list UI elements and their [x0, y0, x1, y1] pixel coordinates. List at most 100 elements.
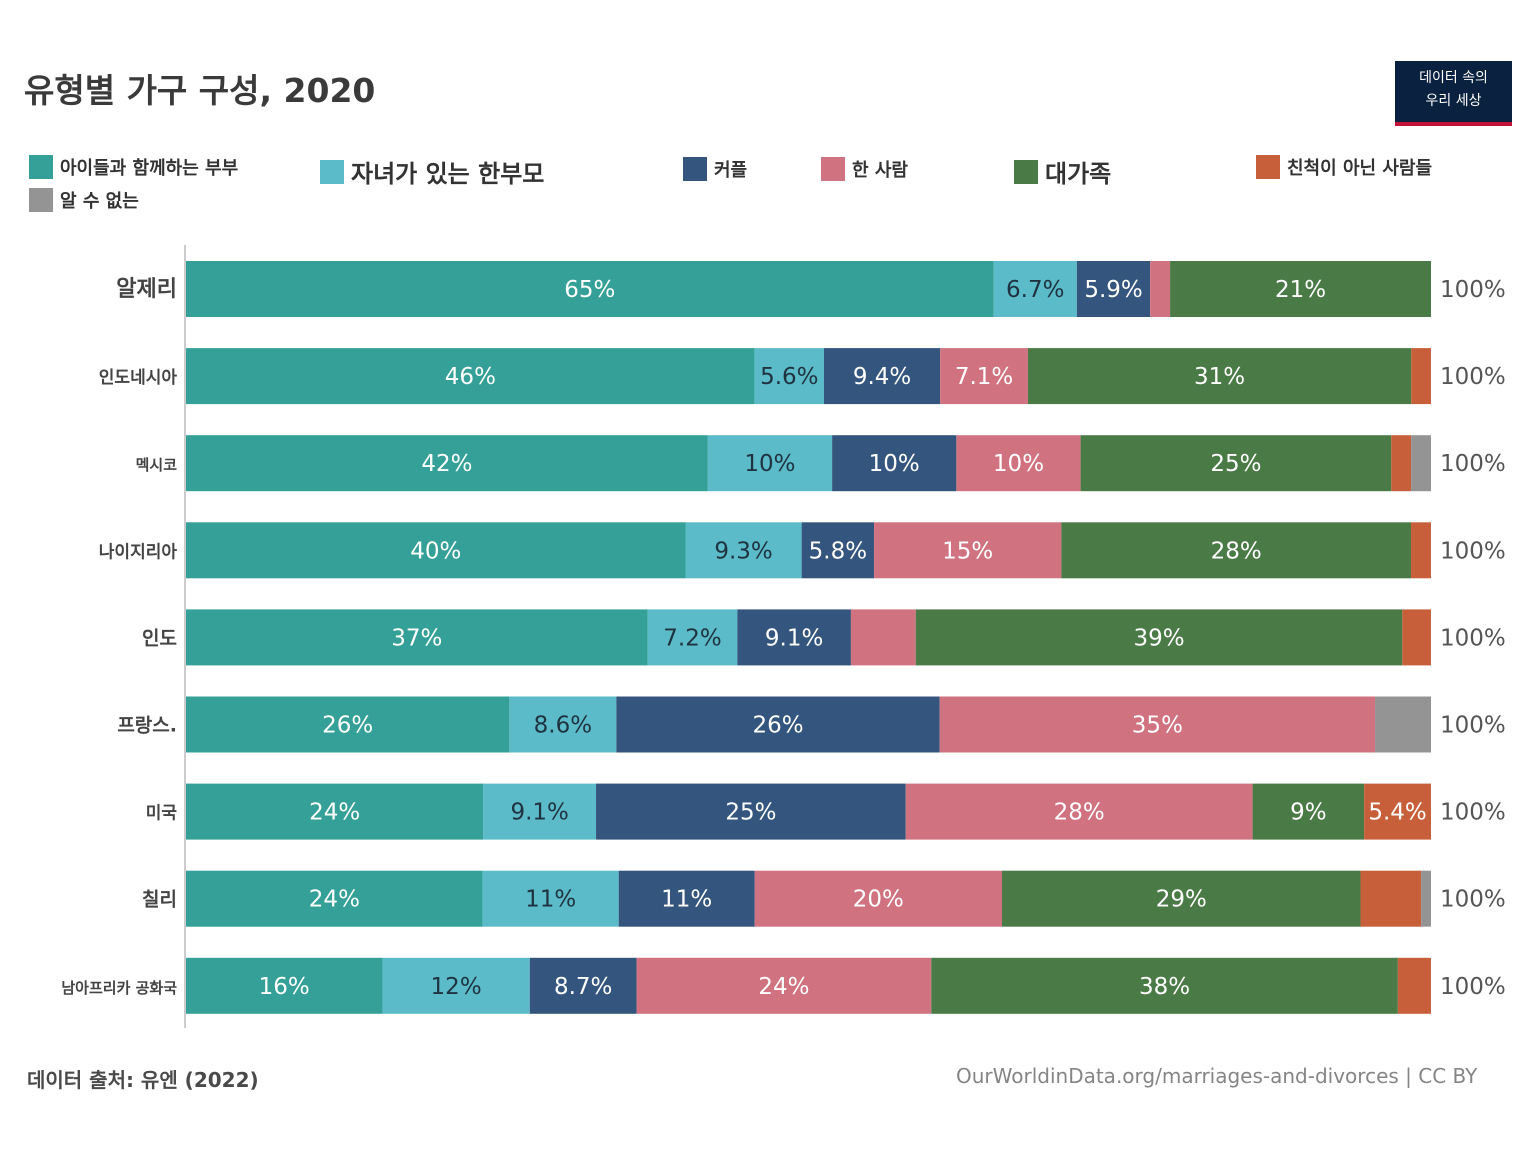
legend-item-one-person[interactable]: 한 사람 — [821, 156, 908, 182]
bar-segment[interactable] — [939, 696, 1376, 753]
bar-segment[interactable] — [940, 348, 1028, 405]
data-label: 16% — [259, 974, 310, 1000]
bar-segment[interactable] — [1360, 870, 1422, 927]
legend-label: 아이들과 함께하는 부부 — [60, 158, 239, 179]
bar-segment[interactable] — [186, 609, 648, 666]
bar-segment[interactable] — [993, 261, 1077, 317]
bar-segment[interactable] — [1170, 261, 1431, 317]
bar-segment[interactable] — [186, 348, 755, 405]
source-url[interactable]: OurWorldinData.org/marriages-and-divorce… — [956, 1064, 1478, 1088]
legend-item-extended-family[interactable]: 대가족 — [1014, 154, 1111, 189]
data-label: 65% — [564, 277, 615, 303]
bar-segment[interactable] — [956, 435, 1081, 492]
bar-segment[interactable] — [1391, 435, 1412, 492]
total-label: 100% — [1440, 974, 1506, 1000]
row-label: 남아프리카 공화국 — [61, 979, 177, 997]
legend-label: 알 수 없는 — [60, 191, 139, 212]
bar-segment[interactable] — [186, 957, 383, 1014]
data-label: 8.7% — [554, 974, 612, 1000]
bar-segment[interactable] — [915, 609, 1403, 666]
logo-line-2: 우리 세상 — [1425, 93, 1482, 109]
bar-segment[interactable] — [1364, 783, 1431, 840]
bar-segment[interactable] — [905, 783, 1253, 840]
data-label: 25% — [1210, 451, 1261, 477]
bar-segment[interactable] — [1076, 261, 1151, 317]
bar-segment[interactable] — [874, 522, 1062, 579]
data-label: 9.1% — [765, 625, 823, 651]
data-label: 46% — [445, 364, 496, 390]
bar-segment[interactable] — [754, 348, 824, 405]
bar-segment[interactable] — [931, 957, 1398, 1014]
source-note: 데이터 출처: 유엔 (2022) — [27, 1068, 259, 1092]
data-label: 42% — [421, 451, 472, 477]
total-label: 100% — [1440, 713, 1506, 739]
bar-segment[interactable] — [850, 609, 916, 666]
legend-label: 한 사람 — [852, 160, 908, 181]
bar-segment[interactable] — [186, 696, 510, 753]
bar-segment[interactable] — [1397, 957, 1431, 1014]
legend-label: 대가족 — [1045, 160, 1112, 188]
data-label: 7.2% — [663, 625, 721, 651]
legend-swatch — [1014, 159, 1038, 184]
bar-segment[interactable] — [186, 783, 484, 840]
data-label: 9.1% — [510, 800, 568, 826]
bar-segment[interactable] — [1411, 435, 1431, 492]
bar-segment[interactable] — [1150, 261, 1171, 317]
bar-segment[interactable] — [596, 783, 906, 840]
bar-segment[interactable] — [618, 870, 755, 927]
legend-item-single-parent[interactable]: 자녀가 있는 한부모 — [320, 154, 544, 189]
data-label: 40% — [410, 538, 461, 564]
data-label: 8.6% — [534, 713, 592, 739]
bar-segment[interactable] — [186, 261, 994, 317]
row-label: 나이지리아 — [99, 542, 178, 562]
bar-segment[interactable] — [1001, 870, 1361, 927]
bar-segment[interactable] — [382, 957, 530, 1014]
legend-swatch — [1256, 155, 1280, 179]
row-label: 칠리 — [142, 889, 177, 911]
bar-segment[interactable] — [1027, 348, 1412, 405]
legend-swatch — [683, 157, 707, 181]
bar-segment[interactable] — [1061, 522, 1412, 579]
bar-segment[interactable] — [1421, 870, 1431, 927]
row-label: 프랑스. — [117, 715, 177, 737]
bar-segment[interactable] — [685, 522, 802, 579]
bar-segment[interactable] — [1411, 522, 1431, 579]
legend-item-unknown[interactable]: 알 수 없는 — [29, 187, 139, 213]
bar-segment[interactable] — [636, 957, 932, 1014]
bar-segment[interactable] — [1252, 783, 1365, 840]
legend-item-non-relatives[interactable]: 친척이 아닌 사람들 — [1256, 154, 1432, 180]
bar-segment[interactable] — [737, 609, 851, 666]
bar-segment[interactable] — [1375, 696, 1431, 753]
row-label: 멕시코 — [136, 456, 178, 474]
bar-segment[interactable] — [186, 522, 686, 579]
data-label: 38% — [1139, 974, 1190, 1000]
bar-segment[interactable] — [823, 348, 941, 405]
bar-segment[interactable] — [483, 783, 597, 840]
bar-segment[interactable] — [1402, 609, 1431, 666]
bar-segment[interactable] — [509, 696, 617, 753]
row-label: 인도 — [142, 627, 177, 649]
data-label: 5.9% — [1084, 277, 1142, 303]
bar-segment[interactable] — [482, 870, 619, 927]
data-label: 24% — [309, 887, 360, 913]
bar-segment[interactable] — [1080, 435, 1392, 492]
legend-label: 친척이 아닌 사람들 — [1287, 158, 1433, 179]
bar-segment[interactable] — [186, 435, 708, 492]
bar-segment[interactable] — [529, 957, 637, 1014]
bar-segment[interactable] — [707, 435, 833, 492]
bar-segment[interactable] — [754, 870, 1002, 927]
data-label: 21% — [1275, 277, 1326, 303]
legend-swatch — [320, 159, 344, 184]
data-label: 28% — [1211, 538, 1262, 564]
owid-logo[interactable]: 데이터 속의 우리 세상 — [1395, 61, 1512, 126]
bar-segment[interactable] — [832, 435, 957, 492]
bar-segment[interactable] — [186, 870, 483, 927]
bar-segment[interactable] — [616, 696, 940, 753]
data-label: 5.8% — [809, 538, 867, 564]
bar-segment[interactable] — [801, 522, 875, 579]
legend-item-couples-with-children[interactable]: 아이들과 함께하는 부부 — [29, 154, 238, 180]
legend-item-couple[interactable]: 커플 — [683, 156, 747, 182]
bar-segment[interactable] — [647, 609, 738, 666]
bar-segment[interactable] — [1411, 348, 1431, 405]
legend-swatch — [821, 157, 845, 181]
